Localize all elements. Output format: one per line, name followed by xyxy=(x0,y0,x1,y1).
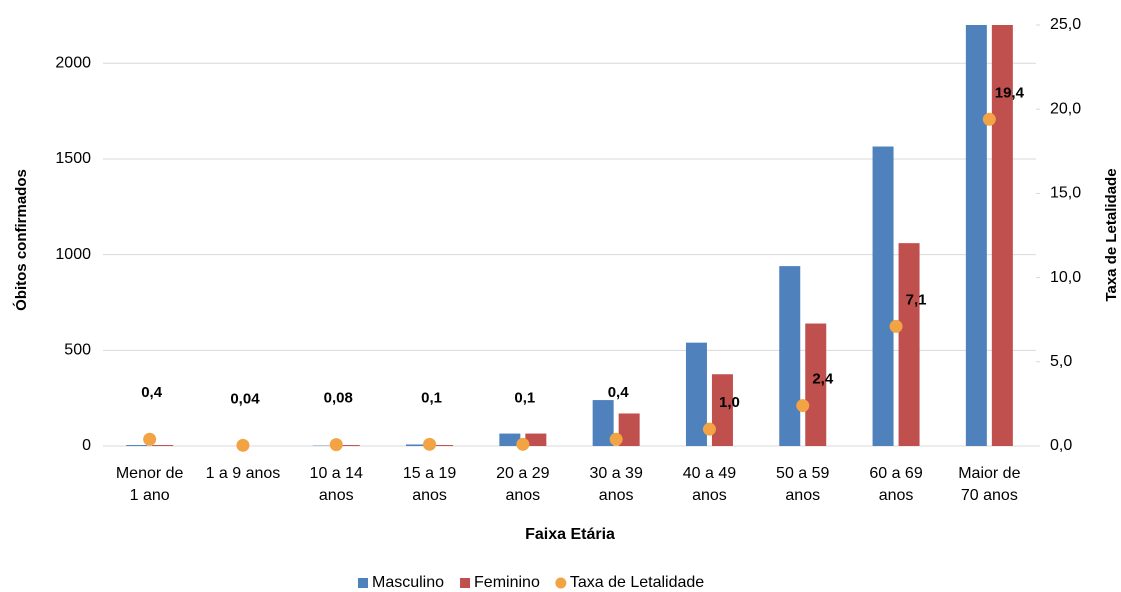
x-tick-label: 50 a 59 xyxy=(776,465,829,482)
data-label: 0,1 xyxy=(421,389,442,406)
legend-label: Masculino xyxy=(372,574,444,591)
bar xyxy=(338,445,360,446)
data-label: 0,08 xyxy=(324,390,353,407)
bar xyxy=(872,146,894,446)
bar xyxy=(618,413,640,446)
bar xyxy=(685,342,707,446)
legend-label: Feminino xyxy=(474,574,540,591)
legend-marker xyxy=(555,577,567,589)
y-tick-label: 0 xyxy=(82,437,91,454)
rate-dot xyxy=(423,437,437,451)
x-axis-title: Faixa Etária xyxy=(525,526,615,543)
x-tick-label: 10 a 14 xyxy=(310,465,363,482)
bar xyxy=(965,25,987,446)
rate-dot xyxy=(796,399,810,413)
data-label: 0,1 xyxy=(514,389,535,406)
x-tick-label: 1 ano xyxy=(130,487,170,504)
x-tick-label: anos xyxy=(319,487,354,504)
bar xyxy=(779,266,801,446)
data-label: 0,04 xyxy=(230,390,260,407)
y-tick-label: 1000 xyxy=(55,246,91,263)
y-tick-label: 2000 xyxy=(55,54,91,71)
x-tick-label: 40 a 49 xyxy=(683,465,736,482)
data-label: 19,4 xyxy=(995,84,1025,101)
x-tick-label: 70 anos xyxy=(961,487,1018,504)
bar xyxy=(406,444,428,446)
x-tick-label: anos xyxy=(879,487,914,504)
x-tick-label: 15 a 19 xyxy=(403,465,456,482)
y2-axis-title: Taxa de Letalidade xyxy=(1103,168,1120,301)
x-tick-label: Menor de xyxy=(116,465,184,482)
x-tick-label: anos xyxy=(692,487,727,504)
y2-tick-label: 10,0 xyxy=(1050,269,1081,286)
legend-marker xyxy=(358,578,368,588)
data-label: 0,4 xyxy=(608,384,630,401)
x-tick-label: 60 a 69 xyxy=(869,465,922,482)
x-tick-label: anos xyxy=(412,487,447,504)
data-label: 2,4 xyxy=(812,371,834,388)
data-label: 0,4 xyxy=(141,384,163,401)
bar xyxy=(711,374,733,446)
bar xyxy=(525,433,547,446)
bar xyxy=(126,445,148,446)
rate-dot xyxy=(329,438,343,452)
data-label: 1,0 xyxy=(719,394,740,411)
x-tick-label: Maior de xyxy=(958,465,1020,482)
bar xyxy=(432,445,454,446)
y2-tick-label: 5,0 xyxy=(1050,353,1072,370)
bar xyxy=(805,323,827,446)
rate-dot xyxy=(236,438,250,452)
x-tick-label: 20 a 29 xyxy=(496,465,549,482)
x-tick-label: anos xyxy=(505,487,540,504)
rate-dot xyxy=(609,432,623,446)
y2-tick-label: 15,0 xyxy=(1050,185,1081,202)
rate-dot xyxy=(982,112,996,126)
legend-label: Taxa de Letalidade xyxy=(570,574,704,591)
legend-marker xyxy=(460,578,471,588)
rate-dot xyxy=(702,422,716,436)
x-tick-label: anos xyxy=(785,487,820,504)
y-axis-title: Óbitos confirmados xyxy=(12,169,30,311)
y2-tick-label: 0,0 xyxy=(1050,437,1072,454)
bar xyxy=(592,400,614,446)
data-label: 7,1 xyxy=(906,291,927,308)
y-tick-label: 500 xyxy=(64,342,91,359)
bar xyxy=(152,445,174,446)
x-tick-label: 30 a 39 xyxy=(589,465,642,482)
rate-dot xyxy=(143,432,157,446)
y-tick-label: 1500 xyxy=(55,150,91,167)
bar xyxy=(991,25,1013,446)
rate-dot xyxy=(516,437,530,451)
y2-tick-label: 20,0 xyxy=(1050,100,1081,117)
bar xyxy=(898,243,920,446)
y2-tick-label: 25,0 xyxy=(1050,16,1081,33)
x-tick-label: 1 a 9 anos xyxy=(206,465,281,482)
x-tick-label: anos xyxy=(599,487,634,504)
bar xyxy=(499,433,521,446)
rate-dot xyxy=(889,319,903,333)
